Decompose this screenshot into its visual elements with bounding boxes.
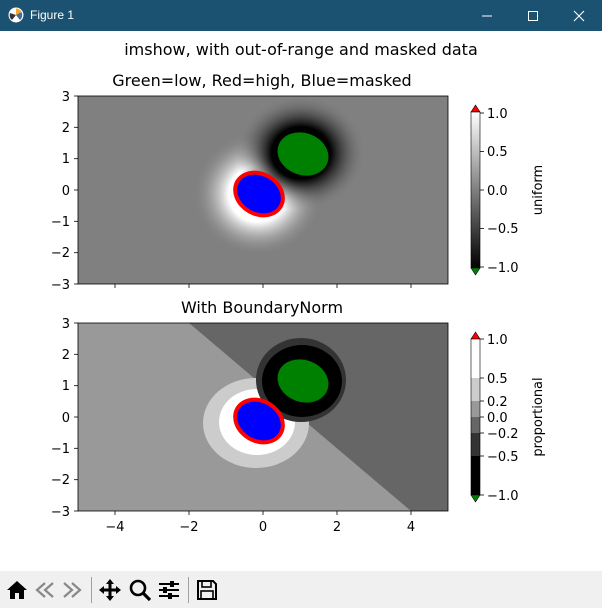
forward-icon: [63, 582, 82, 598]
bottom-colorbar-over-extension: [470, 331, 481, 340]
xtick-label: 2: [333, 520, 341, 535]
bottom-masked-region: [237, 401, 281, 441]
colorbar-band: [471, 378, 480, 401]
bottom-axes-title: With BoundaryNorm: [181, 298, 343, 317]
navigation-toolbar: [0, 571, 602, 608]
ytick-label: −3: [51, 278, 70, 293]
top-axes-title: Green=low, Red=high, Blue=masked: [112, 71, 411, 90]
colorbar-band: [471, 433, 480, 456]
save-icon: [197, 580, 217, 600]
colorbar-tick-label: −1.0: [487, 261, 519, 276]
pan-button[interactable]: [97, 577, 123, 603]
ytick-label: 0: [62, 184, 70, 199]
pan-icon: [99, 579, 121, 601]
ytick-label: −2: [51, 473, 70, 488]
toolbar-separator: [91, 577, 92, 603]
xtick-label: 0: [259, 520, 267, 535]
bottom-colorbar: 1.0 0.5 0.2 0.0 −0.2 −0.5 −1.0 proportio…: [470, 331, 546, 504]
ytick-label: 2: [62, 348, 70, 363]
top-colorbar: 1.0 0.5 0.0 −0.5 −1.0 uniform: [470, 104, 546, 276]
ytick-label: 3: [62, 90, 70, 105]
figure-svg: imshow, with out-of-range and masked dat…: [51, 40, 546, 535]
bottom-xticks: [114, 511, 412, 515]
figure-canvas[interactable]: imshow, with out-of-range and masked dat…: [1, 31, 601, 571]
save-button[interactable]: [194, 577, 220, 603]
colorbar-band: [471, 339, 480, 378]
bottom-heatmap: [78, 323, 448, 511]
home-button[interactable]: [4, 577, 30, 603]
ytick-label: 0: [62, 411, 70, 426]
colorbar-tick-label: 1.0: [487, 333, 508, 348]
forward-button[interactable]: [59, 577, 85, 603]
bottom-colorbar-label: proportional: [531, 377, 546, 456]
figure-suptitle: imshow, with out-of-range and masked dat…: [124, 40, 478, 59]
bottom-yticks: [74, 322, 78, 512]
colorbar-tick-label: −0.2: [487, 427, 519, 442]
ytick-label: −3: [51, 505, 70, 520]
top-xticks: [114, 284, 412, 288]
ytick-label: −2: [51, 246, 70, 261]
xtick-label: 4: [407, 520, 415, 535]
top-low-region: [277, 132, 329, 176]
maximize-icon: [528, 11, 538, 21]
xtick-label: −4: [105, 520, 124, 535]
close-button[interactable]: [556, 0, 602, 31]
back-icon: [35, 582, 54, 598]
colorbar-tick-label: 1.0: [487, 107, 508, 122]
top-colorbar-over-extension: [470, 104, 481, 113]
ytick-label: 1: [62, 152, 70, 167]
colorbar-band: [471, 401, 480, 417]
colorbar-tick-label: −0.5: [487, 450, 519, 465]
configure-subplots-button[interactable]: [156, 577, 182, 603]
top-ytick-labels: 3 2 1 0 −1 −2 −3: [51, 90, 70, 293]
colorbar-tick-label: 0.5: [487, 372, 508, 387]
matplotlib-app-icon: [8, 7, 24, 23]
toolbar-separator: [188, 577, 189, 603]
bottom-ytick-labels: 3 2 1 0 −1 −2 −3: [51, 317, 70, 520]
configure-subplots-icon: [159, 581, 179, 599]
top-colorbar-label: uniform: [531, 165, 546, 215]
top-heatmap: [78, 96, 448, 284]
window-title: Figure 1: [30, 8, 75, 22]
maximize-button[interactable]: [510, 0, 556, 31]
ytick-label: −1: [51, 215, 70, 230]
top-masked-region: [237, 174, 281, 214]
minimize-button[interactable]: [464, 0, 510, 31]
top-yticks: [74, 95, 78, 285]
colorbar-tick-label: 0.0: [487, 184, 508, 199]
minimize-icon: [482, 15, 492, 17]
colorbar-tick-label: −0.5: [487, 222, 519, 237]
ytick-label: −1: [51, 442, 70, 457]
colorbar-tick-label: 0.5: [487, 145, 508, 160]
colorbar-tick-label: −1.0: [487, 489, 519, 504]
xtick-label: −2: [179, 520, 198, 535]
zoom-icon: [129, 579, 152, 602]
close-icon: [573, 10, 585, 22]
bottom-colorbar-under-extension: [470, 494, 481, 503]
bottom-xtick-labels: −4 −2 0 2 4: [105, 520, 415, 535]
colorbar-tick-label: 0.0: [487, 411, 508, 426]
zoom-button[interactable]: [127, 577, 153, 603]
window-titlebar: Figure 1: [0, 0, 602, 31]
colorbar-band: [471, 417, 480, 433]
colorbar-tick-label: 0.2: [487, 395, 508, 410]
top-colorbar-gradient: [470, 111, 481, 269]
top-colorbar-under-extension: [470, 267, 481, 276]
back-button[interactable]: [32, 577, 58, 603]
ytick-label: 3: [62, 317, 70, 332]
colorbar-band: [471, 456, 480, 495]
ytick-label: 2: [62, 121, 70, 136]
bottom-low-region: [277, 359, 329, 403]
ytick-label: 1: [62, 379, 70, 394]
home-icon: [7, 581, 27, 599]
